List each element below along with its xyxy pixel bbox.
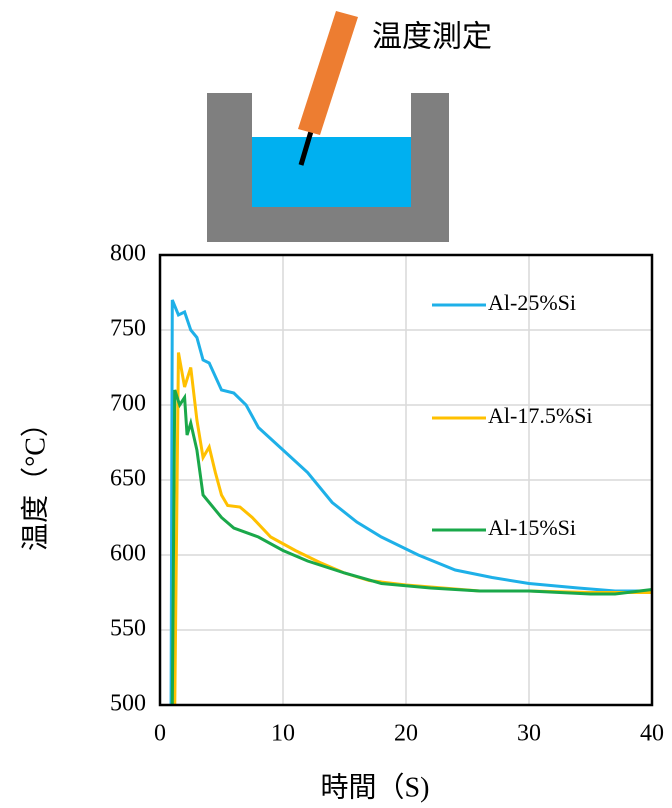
y-tick-label: 750	[110, 316, 146, 342]
legend-label: Al-15%Si	[488, 515, 576, 540]
y-axis-label: 温度（°C）	[19, 409, 51, 551]
series-line	[171, 300, 652, 705]
x-tick-label: 40	[640, 721, 664, 747]
liquid	[252, 137, 411, 207]
annotation: 温度測定	[372, 20, 492, 55]
y-tick-label: 800	[110, 241, 146, 267]
x-tick-label: 10	[271, 721, 295, 747]
legend-label: Al-25%Si	[488, 290, 576, 315]
x-tick-label: 0	[154, 721, 166, 747]
y-tick-label: 550	[110, 616, 146, 642]
x-tick-label: 30	[517, 721, 541, 747]
y-tick-label: 500	[110, 691, 146, 717]
legend-label: Al-17.5%Si	[488, 403, 593, 428]
x-axis-label: 時間（S)	[321, 771, 430, 803]
y-tick-label: 600	[110, 541, 146, 567]
y-tick-label: 650	[110, 466, 146, 492]
y-tick-label: 700	[110, 391, 146, 417]
series-line	[172, 390, 652, 705]
probe	[298, 11, 358, 135]
page: 温度測定 時間（S) 温度（°C） 500 550 600 650 700 750 800 0…	[0, 0, 672, 808]
x-tick-label: 20	[394, 721, 418, 747]
chart: 温度測定 時間（S) 温度（°C） 500 550 600 650 700 750 800 0…	[0, 0, 672, 808]
